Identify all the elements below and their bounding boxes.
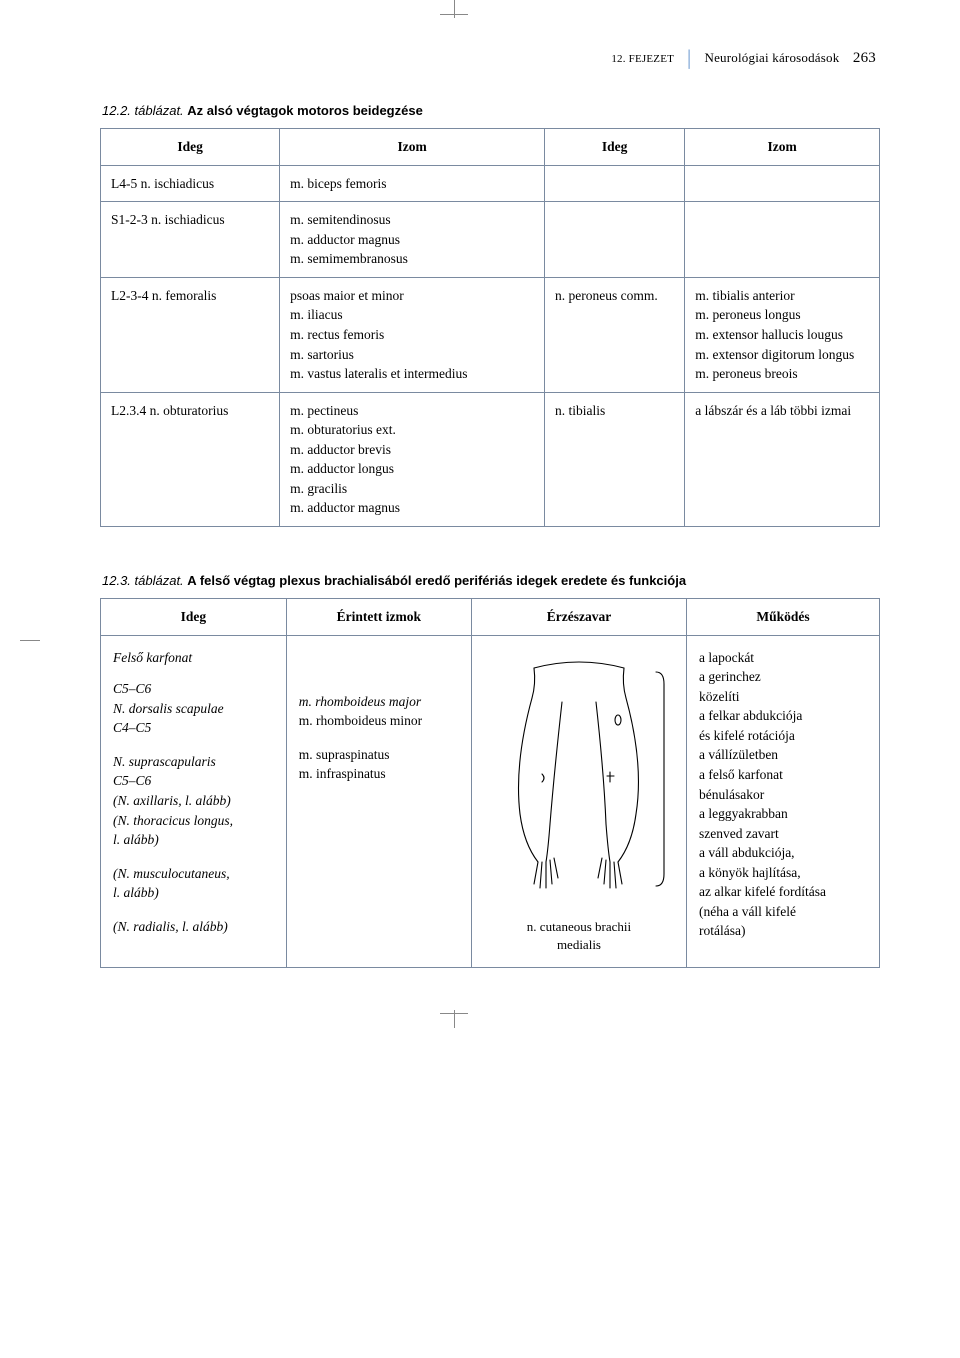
table3-muscle-cell: m. rhomboideus majorm. rhomboideus minor… <box>286 635 471 968</box>
table2-cell: psoas maior et minorm. iliacusm. rectus … <box>280 277 545 392</box>
table2-row: L2.3.4 n. obturatoriusm. pectineusm. obt… <box>101 392 880 526</box>
table2-cell <box>685 165 880 202</box>
table2-cell <box>685 202 880 278</box>
table2-caption-num: 12.2. táblázat. <box>102 103 184 118</box>
table3-figure-cell: n. cutaneous brachiimedialis <box>471 635 686 968</box>
crop-mark-left <box>20 640 40 641</box>
table2-cell: S1-2-3 n. ischiadicus <box>101 202 280 278</box>
table2-cell: L2-3-4 n. femoralis <box>101 277 280 392</box>
table2-header-cell: Ideg <box>101 129 280 166</box>
table2-caption: 12.2. táblázat. Az alsó végtagok motoros… <box>102 103 880 118</box>
crop-mark-bottom <box>440 998 470 1028</box>
table3-caption: 12.3. táblázat. A felső végtag plexus br… <box>102 573 880 588</box>
table2-cell <box>545 202 685 278</box>
table2-row: L2-3-4 n. femoralispsoas maior et minorm… <box>101 277 880 392</box>
table3-header-row: IdegÉrintett izmokÉrzészavarMűködés <box>101 599 880 636</box>
table2: IdegIzomIdegIzom L4-5 n. ischiadicusm. b… <box>100 128 880 527</box>
header-separator: │ <box>684 51 696 69</box>
table2-header-row: IdegIzomIdegIzom <box>101 129 880 166</box>
table2-cell: n. tibialis <box>545 392 685 526</box>
table2-cell: m. tibialis anteriorm. peroneus longusm.… <box>685 277 880 392</box>
table2-cell <box>545 165 685 202</box>
table2-cell: m. semitendinosusm. adductor magnusm. se… <box>280 202 545 278</box>
table2-row: L4-5 n. ischiadicusm. biceps femoris <box>101 165 880 202</box>
table2-caption-text: Az alsó végtagok motoros beidegzése <box>187 103 423 118</box>
table2-cell: m. biceps femoris <box>280 165 545 202</box>
table3-header-cell: Működés <box>686 599 879 636</box>
header-title: Neurológiai károsodások <box>705 50 840 65</box>
table2-cell: L4-5 n. ischiadicus <box>101 165 280 202</box>
table3-header-cell: Ideg <box>101 599 287 636</box>
table3-header-cell: Érzészavar <box>471 599 686 636</box>
figure-label: n. cutaneous brachiimedialis <box>484 918 674 956</box>
table3: IdegÉrintett izmokÉrzészavarMűködés Fels… <box>100 598 880 968</box>
table2-cell: a lábszár és a láb többi izmai <box>685 392 880 526</box>
table2-header-cell: Izom <box>280 129 545 166</box>
table3-caption-num: 12.3. táblázat. <box>102 573 184 588</box>
table2-cell: n. peroneus comm. <box>545 277 685 392</box>
arm-diagram-icon <box>484 654 674 914</box>
crop-mark-top <box>440 0 470 30</box>
table3-header-cell: Érintett izmok <box>286 599 471 636</box>
table3-nerve-cell: Felső karfonatC5–C6N. dorsalis scapulaeC… <box>101 635 287 968</box>
table2-row: S1-2-3 n. ischiadicusm. semitendinosusm.… <box>101 202 880 278</box>
table2-header-cell: Ideg <box>545 129 685 166</box>
running-header: 12. FEJEZET │ Neurológiai károsodások 26… <box>100 50 880 69</box>
table2-cell: L2.3.4 n. obturatorius <box>101 392 280 526</box>
table3-row: Felső karfonatC5–C6N. dorsalis scapulaeC… <box>101 635 880 968</box>
table2-cell: m. pectineusm. obturatorius ext.m. adduc… <box>280 392 545 526</box>
header-page-number: 263 <box>853 50 876 66</box>
table2-header-cell: Izom <box>685 129 880 166</box>
header-chapter: 12. FEJEZET <box>611 53 674 65</box>
table3-function-cell: a lapockáta gerinchezközelítia felkar ab… <box>686 635 879 968</box>
table3-caption-text: A felső végtag plexus brachialisából ere… <box>187 573 686 588</box>
